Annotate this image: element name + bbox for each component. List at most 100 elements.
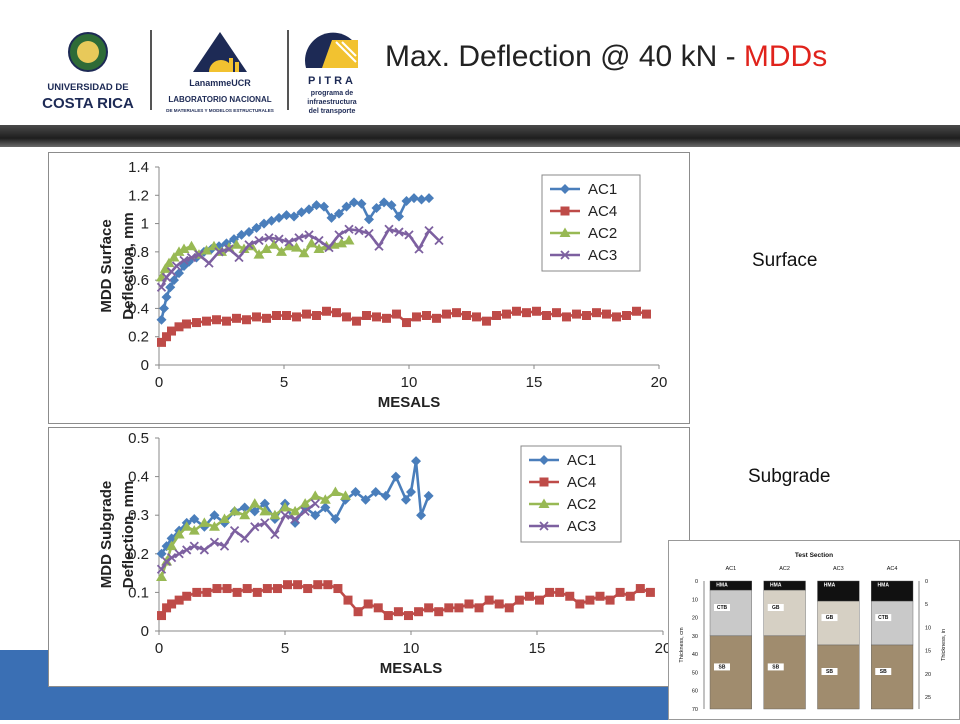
y-axis-label-line: Deflection, mm — [120, 481, 137, 589]
data-point-ac4 — [343, 595, 353, 605]
data-point-ac2 — [336, 237, 347, 248]
inset-layer-tag — [767, 663, 784, 671]
data-point-ac4 — [403, 611, 413, 621]
inset-column-label: AC3 — [833, 566, 844, 572]
data-point-ac4 — [412, 312, 421, 322]
inset-left-tick: 0 — [695, 579, 698, 585]
data-point-ac3 — [189, 541, 199, 551]
data-point-ac4 — [222, 584, 232, 594]
data-point-ac3 — [156, 282, 167, 292]
data-point-ac4 — [645, 587, 655, 597]
data-point-ac4 — [272, 584, 282, 594]
pitra-logo-line3: infraestructura — [307, 99, 357, 106]
data-point-ac2 — [208, 521, 220, 531]
legend-label-ac4: AC4 — [588, 203, 617, 220]
inset-layer-label: CTB — [717, 605, 728, 611]
lanamme-logo-line2: LABORATORIO NACIONAL — [168, 95, 271, 104]
data-point-ac1 — [330, 514, 341, 525]
y-tick-label: 0.3 — [128, 507, 149, 524]
series-ac3 — [156, 224, 444, 292]
data-point-ac4 — [293, 580, 303, 590]
data-point-ac3 — [324, 242, 334, 253]
data-point-ac2 — [246, 240, 257, 251]
data-point-ac4 — [542, 311, 551, 320]
data-point-ac2 — [173, 529, 185, 539]
data-point-ac3 — [304, 230, 314, 240]
data-point-ac4 — [182, 319, 191, 329]
inset-right-axis-label: Thickness, in — [941, 629, 947, 661]
data-point-ac3 — [344, 224, 354, 234]
data-point-ac4 — [373, 603, 383, 613]
data-point-ac4 — [157, 611, 167, 621]
data-point-ac1 — [249, 506, 260, 517]
data-point-ac4 — [512, 306, 521, 316]
data-point-ac2 — [253, 249, 265, 259]
surface-label: Surface — [752, 250, 818, 271]
chart-legend: AC1 AC4 AC2 AC3 — [520, 445, 622, 543]
data-point-ac1 — [259, 498, 270, 509]
data-point-ac4 — [192, 318, 201, 328]
data-point-ac3 — [224, 244, 234, 254]
y-tick-label: 1 — [141, 216, 149, 233]
data-point-ac2 — [259, 505, 271, 516]
lanamme-logo-line1: LanammeUCR — [189, 78, 251, 88]
inset-layer-tag — [821, 614, 838, 622]
data-point-ac4 — [162, 332, 171, 342]
x-tick-label: 15 — [526, 374, 543, 391]
data-point-ac1 — [266, 215, 277, 226]
data-point-ac4 — [462, 311, 471, 320]
y-tick-label: 0.2 — [128, 546, 149, 563]
data-point-ac2 — [201, 244, 212, 255]
legend-label-ac3: AC3 — [588, 247, 617, 264]
data-point-ac3 — [300, 506, 310, 516]
inset-left-tick: 60 — [692, 689, 698, 695]
data-point-ac4 — [232, 587, 242, 597]
test-section-diagram: Test Section AC1 HMA CTB SB AC2 HMA GB SB AC3 HMA G… — [668, 540, 960, 720]
data-point-ac2 — [279, 501, 291, 512]
series-ac1 — [156, 193, 434, 325]
data-point-ac4 — [167, 326, 176, 336]
data-point-ac4 — [262, 313, 271, 323]
data-point-ac4 — [262, 584, 272, 594]
data-point-ac2 — [319, 494, 331, 504]
subgrade-label: Subgrade — [748, 466, 831, 487]
series-ac4 — [157, 580, 655, 621]
header-bar — [0, 125, 960, 147]
x-tick-label: 5 — [280, 374, 288, 391]
data-point-ac1 — [251, 222, 262, 233]
data-point-ac1 — [174, 268, 184, 279]
inset-left-tick: 40 — [692, 652, 698, 658]
data-point-ac1 — [209, 510, 220, 521]
data-point-ac2 — [188, 525, 200, 535]
legend-label-ac2: AC2 — [588, 225, 617, 242]
x-axis-label: MESALS — [380, 660, 443, 677]
inset-right-tick: 10 — [925, 625, 931, 631]
data-point-ac3 — [166, 553, 177, 563]
data-point-ac4 — [492, 311, 501, 320]
data-point-ac4 — [454, 603, 464, 613]
data-point-ac3 — [280, 510, 290, 520]
data-point-ac3 — [244, 240, 254, 250]
data-point-ac4 — [353, 607, 363, 617]
data-point-ac4 — [472, 312, 481, 322]
data-point-ac4 — [552, 308, 561, 318]
y-axis-label: MDD Surface Deflection, mm — [98, 212, 137, 320]
slide-header: UNIVERSIDAD DE COSTA RICA LanammeUCR LAB… — [0, 0, 960, 125]
data-point-ac4 — [182, 591, 192, 601]
data-point-ac4 — [302, 309, 311, 319]
data-point-ac3 — [254, 235, 264, 246]
inset-layer-sb — [709, 635, 752, 710]
y-axis-label: MDD Subgrade Deflection, mm — [98, 481, 137, 589]
data-point-ac4 — [372, 312, 381, 322]
data-point-ac2 — [269, 509, 281, 520]
data-point-ac4 — [434, 607, 444, 617]
y-tick-label: 0.2 — [128, 329, 149, 346]
data-point-ac4 — [272, 311, 281, 320]
data-point-ac1 — [416, 510, 427, 521]
x-tick-label: 10 — [401, 374, 418, 391]
data-point-ac1 — [364, 214, 374, 225]
data-point-ac4 — [514, 595, 524, 605]
lanamme-logo: LanammeUCR LABORATORIO NACIONAL DE MATER… — [166, 32, 274, 113]
data-point-ac1 — [161, 541, 172, 552]
pitra-logo-line1: PITRA — [308, 75, 356, 87]
